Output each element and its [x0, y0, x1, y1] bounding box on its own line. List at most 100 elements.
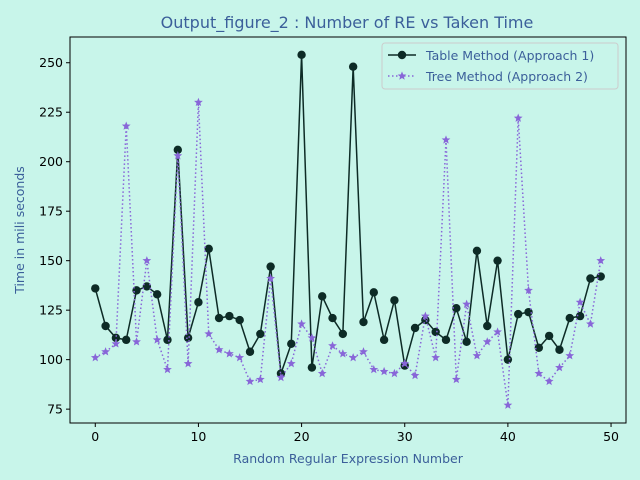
data-point [328, 313, 337, 323]
data-point [276, 372, 286, 382]
data-point [472, 246, 482, 255]
x-tick-label: 10 [190, 429, 206, 444]
data-point [225, 311, 234, 321]
data-point [204, 329, 214, 338]
data-point [163, 364, 172, 374]
data-point [338, 349, 348, 358]
data-point [286, 359, 296, 368]
legend-label-series-1: Table Method (Approach 1) [425, 48, 594, 63]
data-point [111, 339, 121, 348]
data-point [348, 62, 358, 71]
chart-title: Output_figure_2 : Number of RE vs Taken … [161, 13, 534, 33]
y-tick-label: 250 [39, 55, 63, 70]
y-tick-label: 175 [39, 204, 63, 219]
data-point [544, 331, 554, 341]
data-point [183, 359, 193, 368]
data-point [575, 297, 585, 306]
y-tick-label: 100 [39, 352, 63, 367]
data-point [318, 292, 327, 301]
data-point [452, 303, 461, 313]
data-point [493, 327, 502, 336]
data-point [586, 274, 595, 283]
x-tick-label: 30 [397, 429, 413, 444]
data-point [152, 290, 162, 299]
x-tick-label: 50 [603, 429, 619, 444]
data-point [245, 376, 255, 386]
data-point [266, 262, 275, 271]
data-point [369, 288, 378, 297]
data-point [255, 374, 265, 384]
y-tick-label: 125 [39, 303, 63, 318]
data-point [256, 329, 265, 339]
data-point [214, 345, 224, 354]
x-tick-label: 20 [294, 429, 310, 444]
data-point [390, 296, 399, 305]
data-point [328, 341, 337, 350]
data-point [235, 315, 244, 325]
data-point [194, 97, 203, 107]
legend-label-series-2: Tree Method (Approach 2) [425, 69, 588, 84]
data-point [142, 256, 152, 265]
data-point [194, 298, 203, 307]
data-point [451, 374, 461, 384]
data-point [514, 309, 523, 319]
data-point [524, 285, 533, 295]
series-layer [90, 50, 606, 409]
data-point [142, 282, 152, 291]
data-point [441, 335, 451, 345]
data-point [410, 370, 420, 380]
data-point [534, 368, 544, 378]
data-point [225, 349, 234, 358]
data-point [287, 339, 296, 349]
data-point [555, 362, 564, 372]
data-point [379, 366, 389, 376]
data-point [121, 121, 131, 130]
data-point [235, 353, 245, 362]
data-point [297, 319, 306, 328]
data-point [307, 363, 317, 372]
data-point [586, 319, 595, 328]
data-point [565, 351, 575, 360]
legend: Table Method (Approach 1) Tree Method (A… [381, 42, 619, 90]
data-point [101, 347, 110, 356]
data-point [101, 321, 110, 331]
data-point [400, 359, 410, 368]
data-point [503, 400, 513, 409]
data-point [513, 113, 523, 122]
data-point [482, 337, 492, 346]
data-point [245, 347, 255, 356]
data-point [420, 311, 430, 320]
data-point [534, 343, 544, 352]
data-point [596, 272, 605, 281]
data-point [524, 307, 533, 317]
y-tick-label: 75 [47, 402, 63, 417]
data-point [472, 351, 482, 360]
data-point [596, 256, 606, 265]
x-tick-label: 40 [500, 429, 516, 444]
data-point [214, 313, 224, 323]
x-tick-label: 0 [91, 429, 99, 444]
data-point [565, 313, 574, 323]
data-point [555, 345, 564, 354]
data-point [493, 256, 502, 265]
y-axis-label: Time in mili seconds [12, 166, 27, 295]
data-point [410, 323, 420, 333]
series-line [94, 102, 602, 406]
data-point [297, 50, 306, 60]
series-line [94, 54, 601, 374]
series-2 [90, 97, 606, 409]
data-point [111, 333, 121, 343]
y-tick-label: 200 [39, 154, 63, 169]
legend-box [381, 42, 619, 90]
data-point [544, 376, 554, 386]
data-point [483, 321, 492, 331]
y-tick-label: 150 [39, 253, 63, 268]
data-point [204, 244, 213, 254]
data-point [359, 347, 368, 356]
ticks-layer: 0 10 20 30 40 50 75 100 125 150 175 200 225 250 [39, 55, 619, 444]
data-point [152, 335, 162, 344]
data-point [359, 317, 368, 327]
data-point [266, 273, 276, 283]
data-point [369, 364, 379, 374]
